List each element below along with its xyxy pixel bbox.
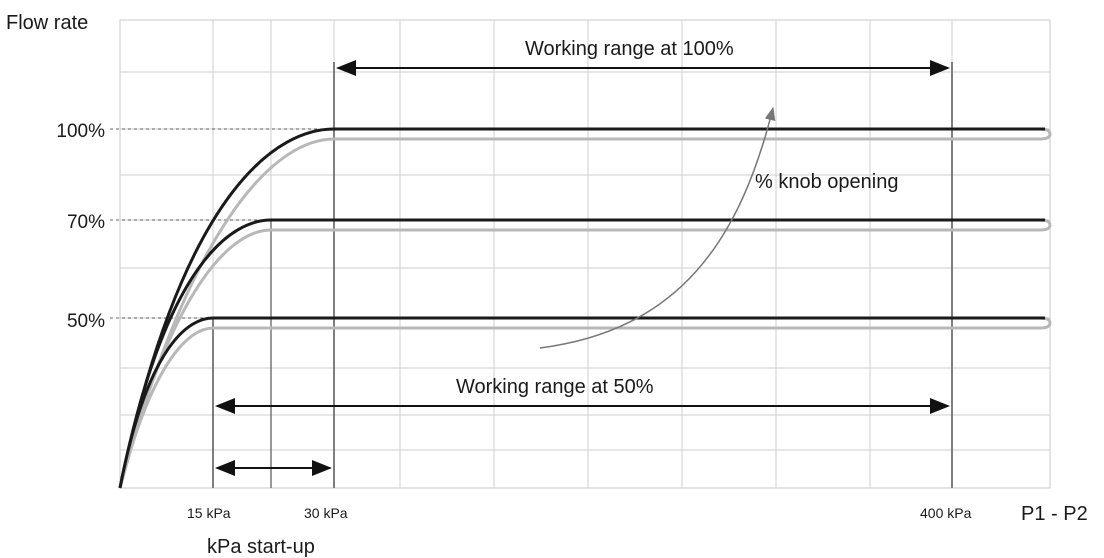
x-axis-title: P1 - P2 — [1021, 503, 1088, 525]
y-axis-title: Flow rate — [6, 12, 88, 34]
range-100-label: Working range at 100% — [525, 38, 734, 60]
shadow-curve-70 — [118, 218, 1052, 489]
flow-curve-70 — [118, 218, 1045, 489]
knob-label: % knob opening — [755, 171, 898, 193]
y-tick-label-100: 100% — [56, 121, 105, 142]
grid — [119, 19, 1051, 489]
plot-frame — [119, 19, 1051, 489]
shadow-curve-50 — [118, 316, 1052, 489]
y-tick-label-70: 70% — [67, 212, 105, 233]
shadow-curve-100 — [118, 127, 1052, 489]
y-tick-label-50: 50% — [67, 311, 105, 332]
x-tick-label-400kpa: 400 kPa — [920, 505, 972, 521]
knob-arrow — [539, 106, 776, 349]
x-tick-label-30kpa: 30 kPa — [304, 505, 348, 521]
flow-curve-50 — [118, 316, 1045, 489]
x-tick-label-15kpa: 15 kPa — [187, 505, 231, 521]
range-arrows — [215, 60, 950, 476]
range-50-label: Working range at 50% — [456, 376, 654, 398]
reference-lines — [110, 62, 953, 488]
flow-curve-100 — [118, 127, 1045, 489]
startup-label: kPa start-up — [207, 536, 315, 558]
curves — [118, 127, 1052, 489]
